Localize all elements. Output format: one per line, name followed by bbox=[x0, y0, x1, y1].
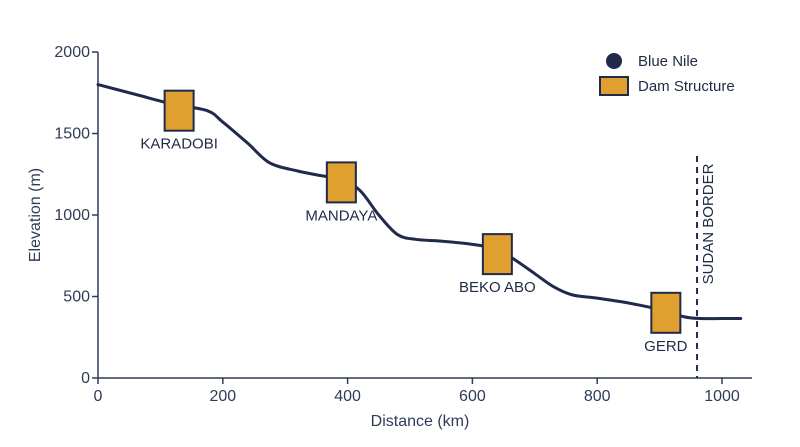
dam-label: MANDAYA bbox=[305, 207, 377, 224]
dam-label: BEKO ABO bbox=[459, 279, 536, 296]
x-tick-label: 200 bbox=[209, 388, 236, 405]
x-tick-label: 0 bbox=[94, 388, 103, 405]
sudan-border-label: SUDAN BORDER bbox=[700, 163, 717, 284]
annotation-layer: SUDAN BORDER bbox=[696, 156, 717, 378]
axes: 0 500 1000 1500 2000 0 200 400 600 800 1000 bbox=[54, 44, 752, 405]
x-tick-label: 800 bbox=[584, 388, 611, 405]
legend: Blue Nile Dam Structure bbox=[599, 53, 735, 96]
legend-square-marker bbox=[599, 76, 629, 96]
dam-label: KARADOBI bbox=[140, 136, 218, 153]
x-tick-label: 600 bbox=[459, 388, 486, 405]
y-tick-label: 500 bbox=[63, 289, 90, 306]
x-tick-label: 400 bbox=[334, 388, 361, 405]
dam-marker-karadobi bbox=[163, 89, 195, 132]
x-tick-label: 1000 bbox=[704, 388, 740, 405]
legend-label: Dam Structure bbox=[638, 78, 735, 95]
y-tick-label: 1500 bbox=[54, 126, 90, 143]
y-tick-label: 2000 bbox=[54, 44, 90, 61]
y-tick-label: 1000 bbox=[54, 207, 90, 224]
series-layer bbox=[96, 83, 743, 321]
dam-marker-mandaya bbox=[325, 161, 357, 204]
x-axis-label: Distance (km) bbox=[371, 413, 470, 430]
legend-circle-marker bbox=[606, 53, 622, 69]
blue-nile-line bbox=[96, 83, 743, 321]
dam-marker-beko-abo bbox=[481, 233, 513, 276]
dam-marker-gerd bbox=[650, 291, 682, 334]
dam-layer: KARADOBI MANDAYA BEKO ABO GERD bbox=[140, 89, 688, 355]
legend-label: Blue Nile bbox=[638, 53, 698, 70]
y-tick-label: 0 bbox=[81, 370, 90, 387]
y-axis-label: Elevation (m) bbox=[27, 168, 44, 262]
dam-label: GERD bbox=[644, 338, 688, 355]
